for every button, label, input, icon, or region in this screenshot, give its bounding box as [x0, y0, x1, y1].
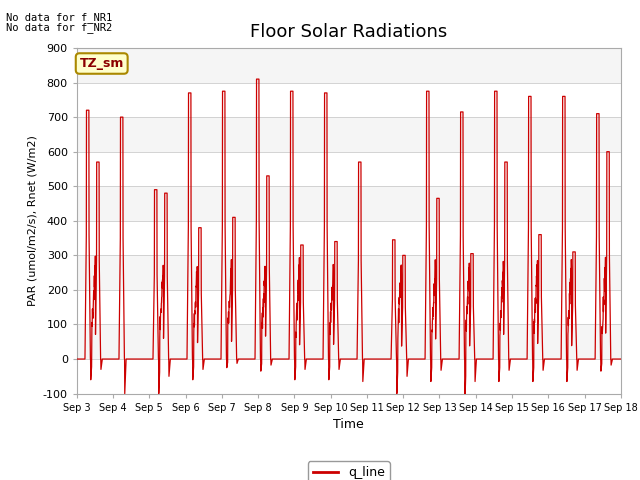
Bar — [77, 324, 621, 359]
Bar — [77, 221, 621, 255]
Text: No data for f_NR1: No data for f_NR1 — [6, 12, 113, 23]
Text: No data for f_NR2: No data for f_NR2 — [6, 22, 113, 33]
X-axis label: Time: Time — [333, 418, 364, 431]
Bar — [77, 359, 621, 394]
Bar — [77, 48, 621, 83]
Y-axis label: PAR (umol/m2/s), Rnet (W/m2): PAR (umol/m2/s), Rnet (W/m2) — [28, 135, 37, 306]
Bar — [77, 83, 621, 117]
Bar — [77, 290, 621, 324]
Legend: q_line: q_line — [308, 461, 390, 480]
Text: TZ_sm: TZ_sm — [79, 57, 124, 70]
Title: Floor Solar Radiations: Floor Solar Radiations — [250, 23, 447, 41]
Bar — [77, 117, 621, 152]
Bar — [77, 186, 621, 221]
Bar — [77, 255, 621, 290]
Bar — [77, 152, 621, 186]
